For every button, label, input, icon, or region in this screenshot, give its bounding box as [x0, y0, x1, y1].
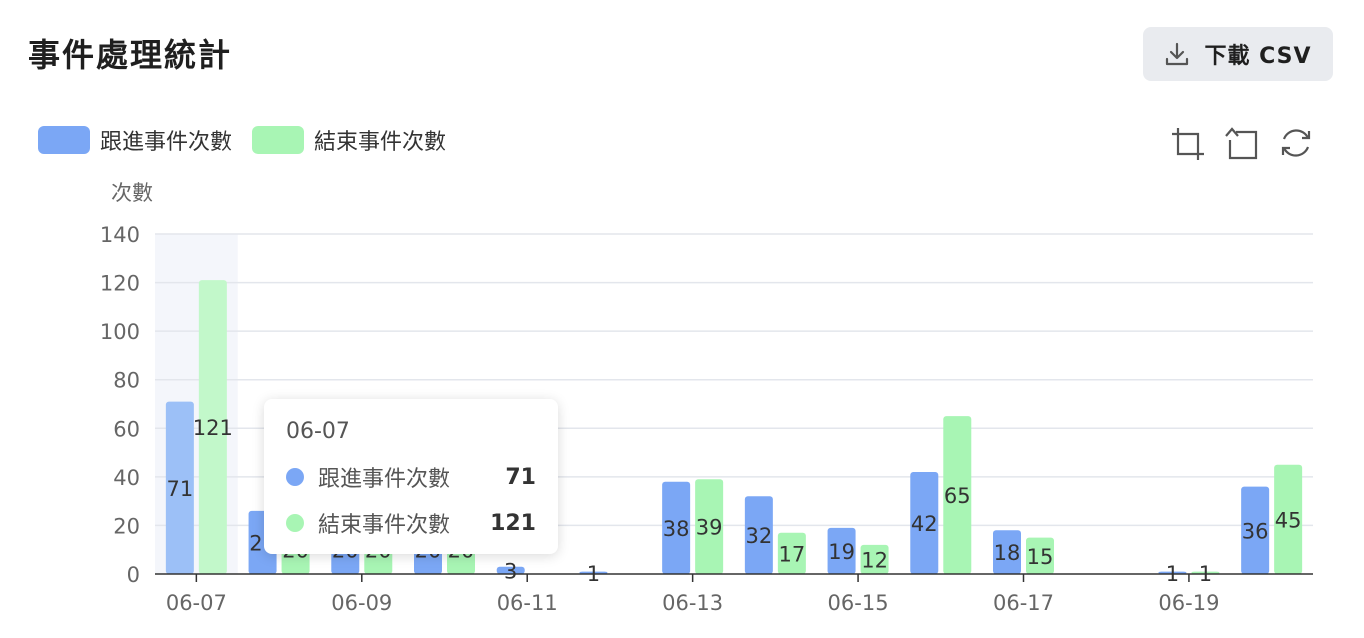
bar-value-label: 121	[193, 416, 233, 440]
bar	[744, 496, 773, 574]
x-tick-label: 06-17	[993, 591, 1054, 615]
bar	[165, 401, 194, 574]
bar	[1241, 486, 1270, 574]
bar-value-label: 71	[166, 477, 193, 501]
y-tick-label: 60	[113, 417, 140, 441]
tooltip-dot-follow	[286, 468, 304, 486]
bar	[910, 472, 939, 574]
x-tick-label: 06-15	[828, 591, 889, 615]
download-csv-button[interactable]: 下載 CSV	[1143, 27, 1333, 81]
x-tick-label: 06-07	[166, 591, 227, 615]
tooltip-row-follow: 跟進事件次數 71	[286, 461, 536, 493]
x-tick-label: 06-11	[497, 591, 558, 615]
tooltip-value-close: 121	[490, 510, 536, 536]
bar	[777, 532, 806, 574]
bar-value-label: 12	[861, 548, 888, 572]
bar	[1274, 464, 1303, 574]
download-label: 下載 CSV	[1204, 44, 1312, 69]
y-tick-label: 40	[113, 466, 140, 490]
bar-value-label: 36	[1242, 519, 1269, 543]
tooltip-dot-close	[286, 514, 304, 532]
bar-value-label: 39	[696, 516, 723, 540]
bar-value-label: 45	[1275, 508, 1302, 532]
legend-label-follow: 跟進事件次數	[100, 130, 233, 155]
bar	[662, 481, 691, 574]
bar-value-label: 38	[663, 517, 690, 541]
legend-label-close: 結束事件次數	[314, 130, 447, 155]
bar-value-label: 15	[1027, 545, 1054, 569]
tooltip-value-follow: 71	[505, 464, 536, 490]
x-tick-label: 06-19	[1158, 591, 1219, 615]
bar-value-label: 32	[745, 524, 772, 548]
bar	[827, 527, 856, 574]
bar	[1026, 537, 1054, 574]
tooltip-label-follow: 跟進事件次數	[318, 467, 451, 492]
bar	[943, 416, 972, 574]
y-tick-label: 20	[113, 514, 140, 538]
bar-value-label: 17	[778, 542, 805, 566]
legend-item-follow[interactable]: 跟進事件次數	[38, 124, 232, 156]
legend-swatch-follow	[38, 126, 90, 154]
zoom-reset-icon[interactable]	[1224, 124, 1260, 162]
bar	[993, 530, 1021, 574]
bar-value-label: 3	[504, 559, 517, 583]
bar-value-label: 18	[994, 541, 1021, 565]
bar-value-label: 19	[828, 540, 855, 564]
chart-tooltip: 06-07 跟進事件次數 71 結束事件次數 121	[264, 399, 558, 554]
x-tick-label: 06-13	[662, 591, 723, 615]
bar	[860, 544, 889, 574]
x-tick-label: 06-09	[331, 591, 392, 615]
download-icon	[1166, 42, 1189, 66]
legend-item-close[interactable]: 結束事件次數	[252, 124, 446, 156]
bar-value-label: 42	[911, 512, 938, 536]
y-tick-label: 100	[100, 320, 140, 344]
tooltip-label-close: 結束事件次數	[318, 513, 451, 538]
bar	[198, 280, 227, 574]
page-title: 事件處理統計	[28, 36, 233, 74]
y-tick-label: 0	[127, 563, 140, 587]
bar	[695, 479, 724, 574]
y-axis-label: 次數	[111, 181, 153, 205]
bar-value-label: 65	[944, 484, 971, 508]
chart-legend: 跟進事件次數 結束事件次數	[38, 124, 446, 156]
refresh-icon[interactable]	[1278, 124, 1314, 162]
tooltip-row-close: 結束事件次數 121	[286, 507, 536, 539]
bar	[496, 566, 525, 574]
y-tick-label: 140	[100, 223, 140, 247]
legend-swatch-close	[252, 126, 305, 154]
y-tick-label: 120	[100, 272, 140, 296]
y-tick-label: 80	[113, 369, 140, 393]
tooltip-title: 06-07	[286, 419, 350, 444]
crop-zoom-icon[interactable]	[1170, 124, 1206, 162]
chart-toolbox	[1170, 124, 1314, 162]
